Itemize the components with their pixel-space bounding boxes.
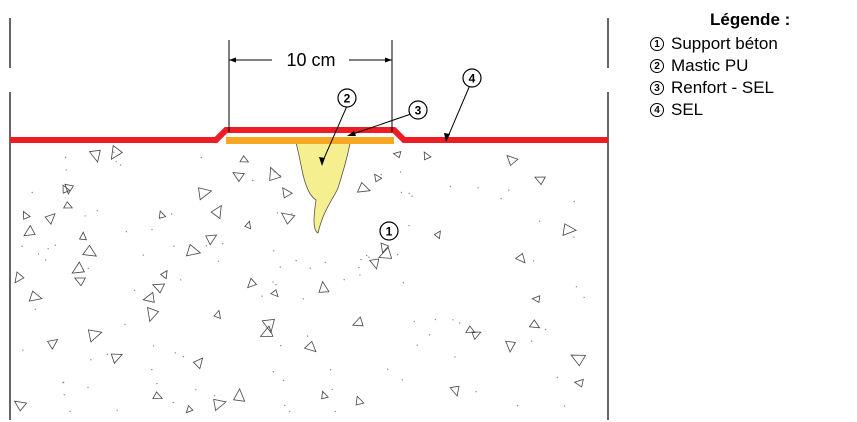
legend-label: Mastic PU (671, 56, 749, 75)
sel-membrane (10, 127, 608, 143)
legend-title: Légende : (710, 10, 791, 29)
mastic-pu (295, 142, 351, 234)
dimension-label: 10 cm (286, 50, 335, 70)
svg-text:3: 3 (415, 104, 422, 118)
legend: Légende : 1 Support béton 2 Mastic PU 3 … (650, 10, 790, 121)
legend-number: 1 (650, 37, 664, 51)
callout-2: 2 (337, 88, 357, 108)
joint-detail-diagram: 10 cm 1 2 3 4 (9, 18, 609, 420)
callout-3: 3 (408, 100, 428, 120)
legend-item: 3 Renfort - SEL (650, 77, 790, 99)
legend-label: Support béton (671, 34, 778, 53)
legend-number: 4 (650, 103, 664, 117)
callout-1: 1 (379, 221, 399, 241)
legend-item: 2 Mastic PU (650, 55, 790, 77)
legend-number: 2 (650, 59, 664, 73)
reinforcement-sel (226, 137, 394, 144)
dimension-10cm: 10 cm (228, 40, 393, 132)
legend-item: 4 SEL (650, 99, 790, 121)
svg-text:2: 2 (344, 92, 351, 106)
legend-label: SEL (671, 100, 704, 119)
callout-leaders (321, 84, 471, 164)
callout-4: 4 (462, 68, 482, 88)
aggregate-texture (13, 144, 587, 414)
svg-text:4: 4 (469, 72, 476, 86)
svg-text:1: 1 (386, 225, 393, 239)
callout-2-arrowhead (319, 157, 325, 166)
legend-label: Renfort - SEL (671, 78, 774, 97)
legend-item: 1 Support béton (650, 33, 790, 55)
callout-3-arrowhead (347, 131, 356, 136)
legend-number: 3 (650, 81, 664, 95)
callout-4-arrowhead (444, 133, 450, 142)
